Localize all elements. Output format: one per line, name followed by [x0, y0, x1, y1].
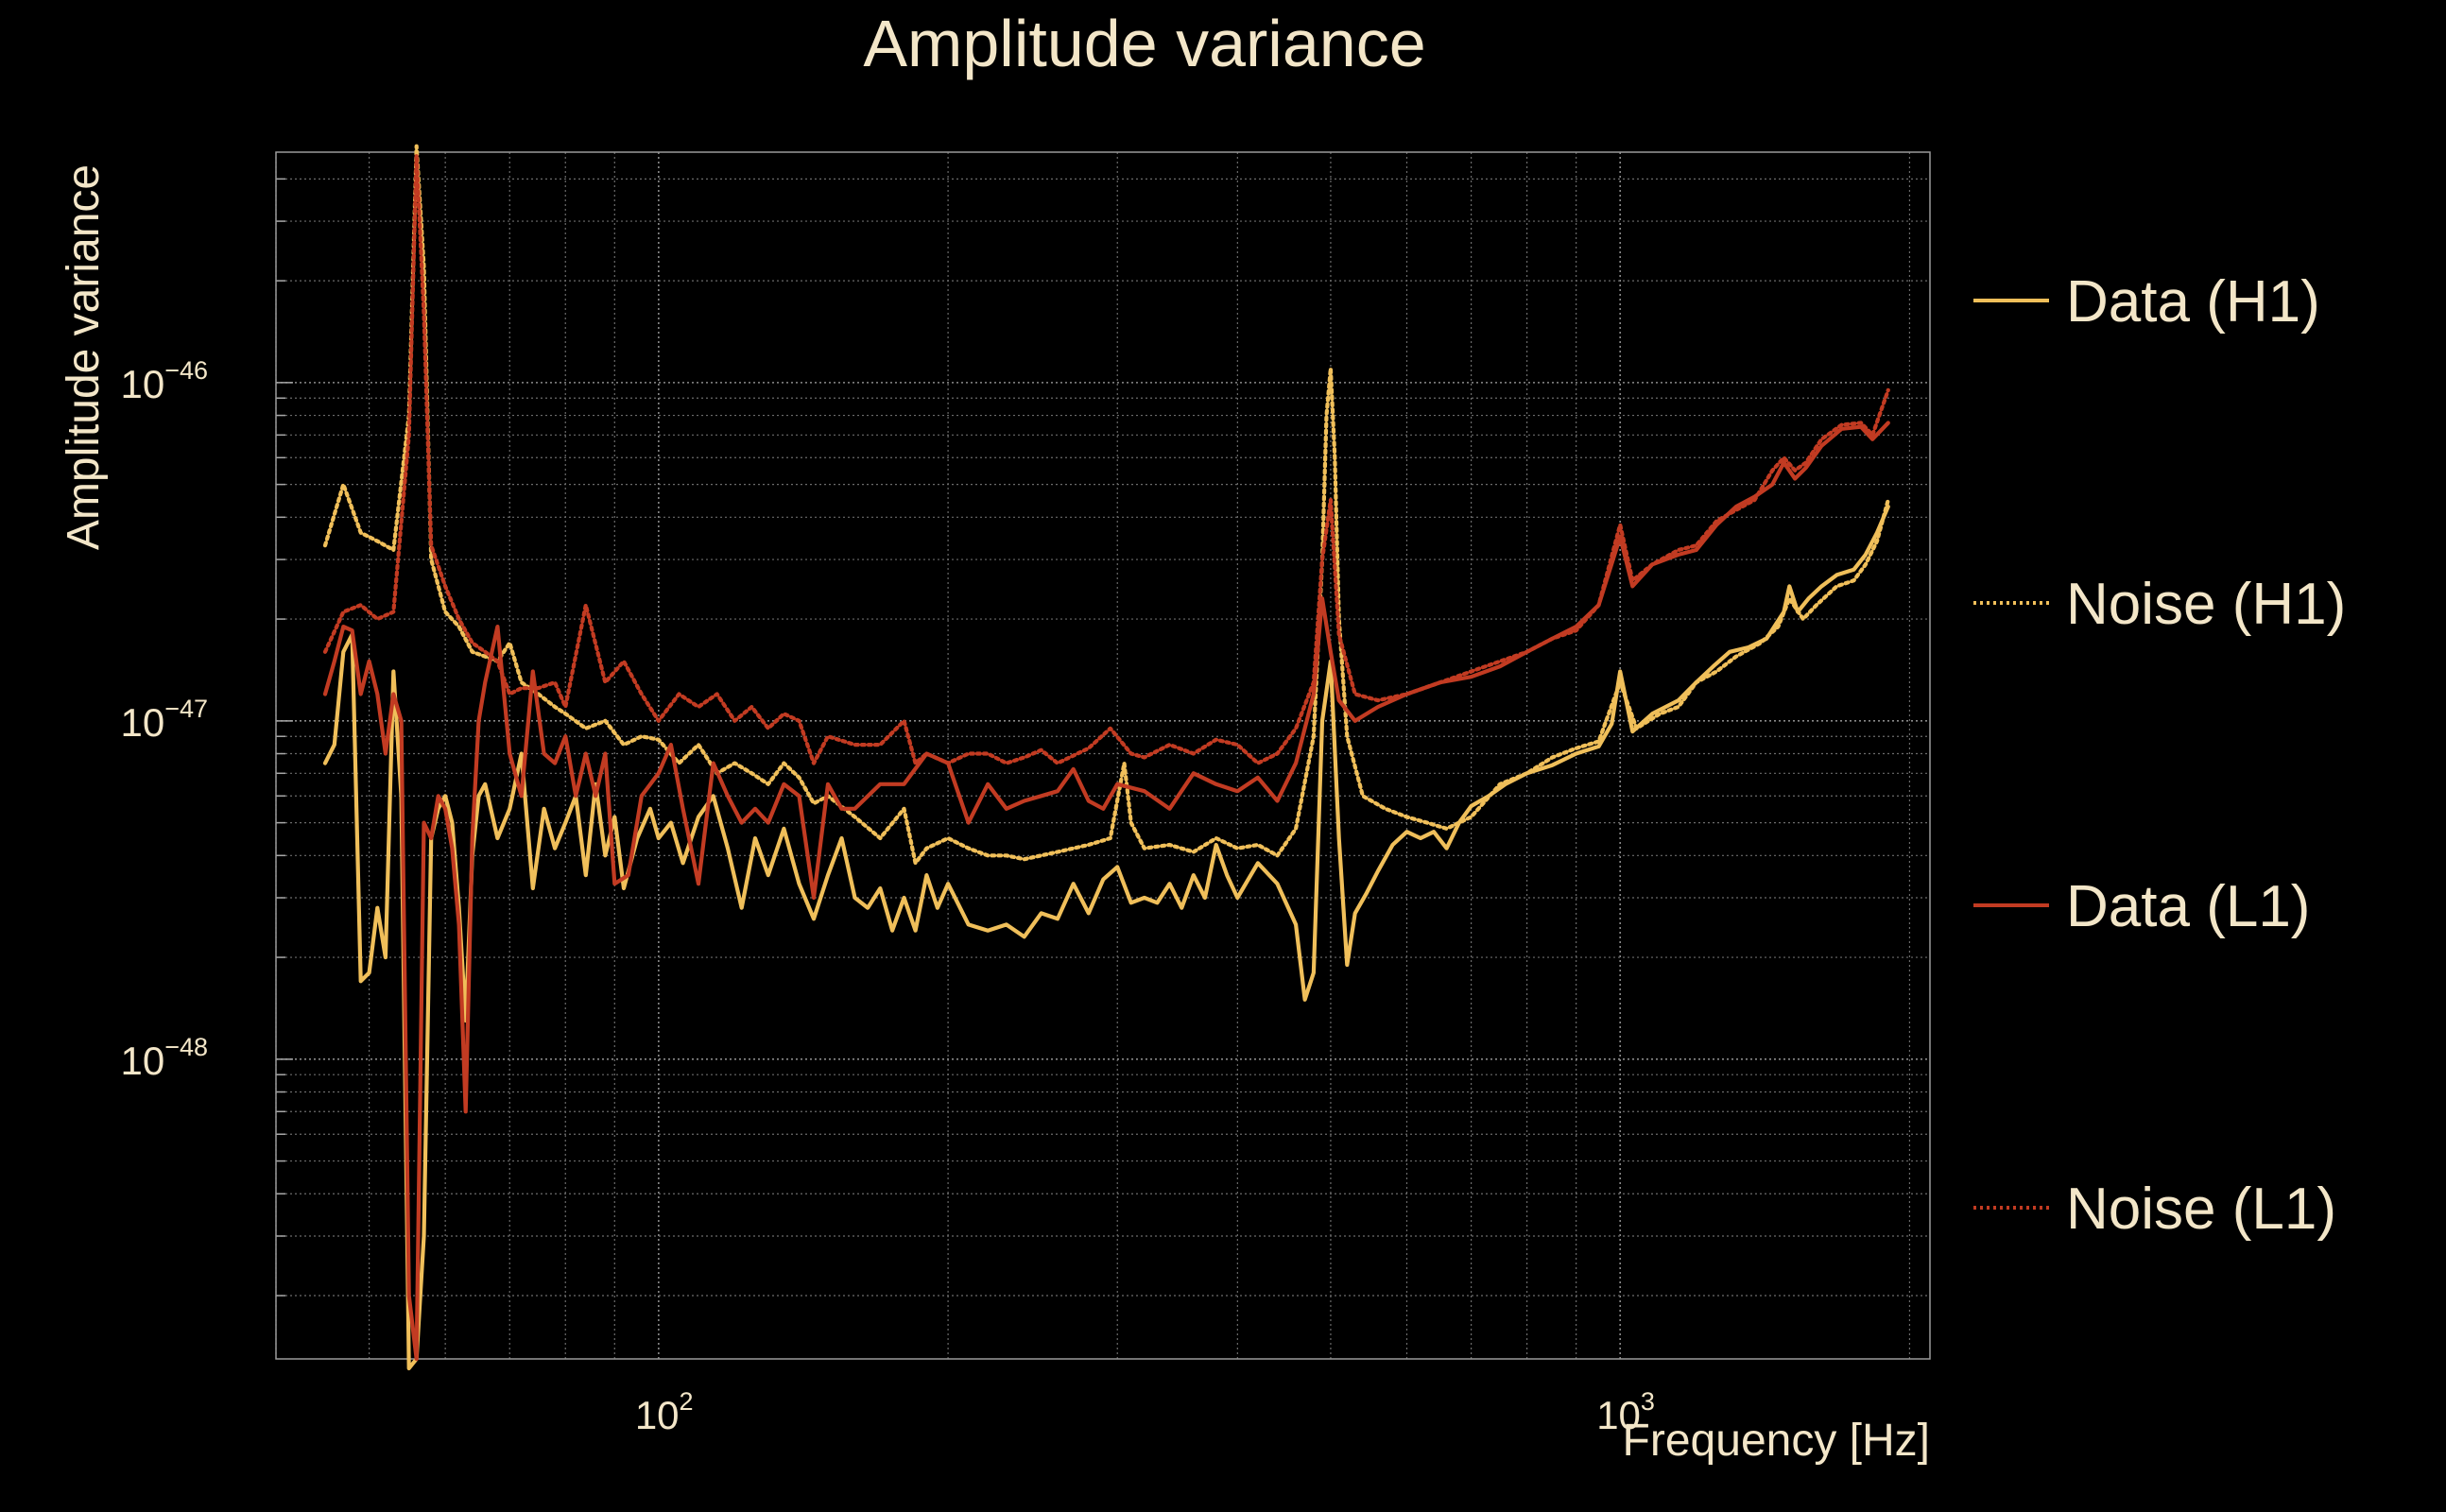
- x-tick-label: 102: [635, 1387, 694, 1437]
- plot-frame: [275, 151, 1931, 1360]
- series-line-data-h1: [322, 504, 1890, 1371]
- x-tick-label: 103: [1596, 1387, 1655, 1437]
- x-axis-label: Frequency [Hz]: [1623, 1416, 1930, 1466]
- y-tick-label: 10−48: [120, 1033, 208, 1083]
- y-tick-label: 10−46: [120, 356, 208, 406]
- y-tick-label: 10−47: [120, 695, 208, 745]
- chart-title: Amplitude variance: [863, 7, 1425, 80]
- legend-label: Noise (L1): [2066, 1177, 2336, 1242]
- series-line-noise-l1: [322, 153, 1890, 765]
- legend: Data (H1) Noise (H1) Data (L1) Noise (L1): [1973, 269, 2346, 1242]
- grid: [275, 152, 1930, 1359]
- legend-label: Data (H1): [2066, 269, 2320, 335]
- legend-label: Data (L1): [2066, 874, 2310, 939]
- tick-labels: 10−48 10−47 10−46 102 103: [120, 356, 1654, 1437]
- y-axis-label: Amplitude variance: [59, 164, 109, 550]
- legend-label: Noise (H1): [2066, 572, 2346, 637]
- series-layer: [322, 144, 1890, 1371]
